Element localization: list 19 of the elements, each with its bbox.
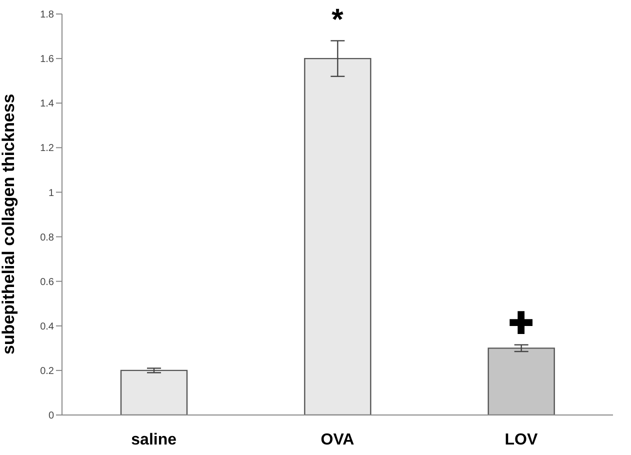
y-tick-label: 1.4 [40, 98, 54, 110]
y-axis-title: subepithelial collagen thickness [0, 94, 18, 354]
y-tick-label: 0.6 [40, 276, 54, 288]
y-tick-label: 1.8 [40, 10, 54, 21]
annotation: * [332, 3, 344, 36]
y-tick-label: 0.2 [40, 366, 54, 377]
y-tick-label: 0.4 [40, 321, 54, 332]
annotation: ✚ [508, 307, 534, 340]
y-tick-label: 0 [48, 410, 54, 422]
bar [304, 58, 372, 415]
y-tick-label: 0.8 [40, 232, 54, 244]
bar [488, 348, 555, 415]
y-tick-label: 1 [48, 188, 54, 199]
x-tick-label: LOV [504, 431, 538, 448]
y-tick-label: 1.6 [40, 54, 54, 66]
bar [120, 370, 188, 415]
y-tick-label: 1.2 [40, 143, 54, 154]
x-tick-label: OVA [320, 431, 355, 448]
x-tick-label: saline [131, 431, 177, 448]
